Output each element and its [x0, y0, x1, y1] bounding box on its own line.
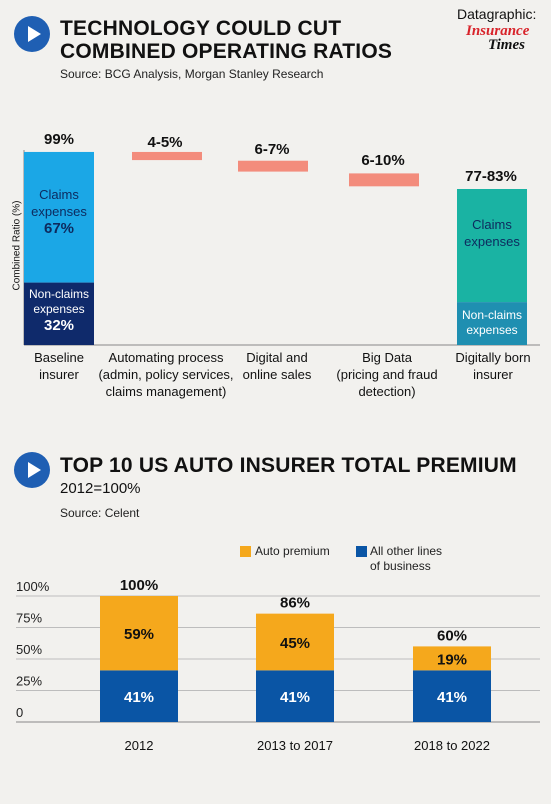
label-big-data: 6-10%: [361, 152, 405, 169]
digital-nonclaims-label: Non-claims expenses: [457, 308, 527, 338]
chart1-svg: [23, 150, 540, 346]
category-digital-born-line2: insurer: [473, 367, 513, 382]
bar-total-label: 60%: [437, 627, 467, 644]
baseline-claims-line2: expenses: [31, 204, 87, 219]
section2-title: TOP 10 US AUTO INSURER TOTAL PREMIUM: [60, 454, 517, 477]
legend-other-line2: of business: [370, 559, 431, 573]
section2-source: Source: Celent: [60, 506, 140, 520]
y-tick-label: 50%: [16, 642, 42, 657]
category-big-data-line1: Big Data: [362, 350, 412, 365]
baseline-nonclaims-line2: expenses: [33, 302, 85, 316]
y-tick-label: 0: [16, 705, 23, 720]
category-automating-line2: (admin, policy services,: [98, 367, 234, 382]
y-tick-label: 75%: [16, 611, 42, 626]
bar-reduction-big-data: [349, 173, 419, 187]
category-digital-sales: Digital and online sales: [232, 349, 322, 383]
baseline-nonclaims-label: Non-claims expenses 32%: [24, 287, 94, 334]
play-icon-2: [14, 452, 50, 488]
bar-digital-claims: [457, 189, 527, 303]
baseline-nonclaims-value: 32%: [43, 317, 75, 334]
category-baseline: Baseline insurer: [14, 349, 104, 383]
bar-other-0: [100, 670, 178, 722]
bar-auto-2: [413, 646, 491, 671]
section1-title-line1: TECHNOLOGY COULD CUT: [60, 17, 342, 40]
chart2: 100% 75% 50% 25% 0 41% 59% 100% 2012 41% 45% 86% 201…: [0, 560, 551, 760]
baseline-claims-label: Claims expenses 67%: [24, 186, 94, 237]
x-category-label: 2013 to 2017: [257, 738, 333, 753]
y-tick-label: 100%: [16, 579, 50, 594]
category-big-data-line2: (pricing and fraud: [336, 367, 438, 382]
chart1: 99% 4-5% 6-7% 6-10% 77-83% Claims expens…: [14, 131, 540, 400]
label-automating: 4-5%: [147, 134, 183, 151]
x-category-label: 2018 to 2022: [414, 738, 490, 753]
digital-claims-line1: Claims: [472, 217, 512, 232]
x-category-label: 2012: [125, 738, 154, 753]
category-automating: Automating process (admin, policy servic…: [95, 349, 237, 400]
label-digital-sales: 6-7%: [254, 141, 290, 158]
bar-total-label: 86%: [280, 595, 310, 612]
bar-baseline-nonclaims: [24, 282, 94, 345]
bar-digital-nonclaims: [457, 302, 527, 345]
bar-baseline-claims: [24, 151, 94, 283]
digital-nonclaims-line2: expenses: [466, 323, 518, 337]
bar-value-label: 41%: [437, 689, 467, 706]
bar-reduction-automating: [132, 151, 202, 161]
category-automating-line1: Automating process: [108, 350, 224, 365]
bar-value-label: 45%: [280, 635, 310, 652]
legend-auto-premium: Auto premium: [255, 544, 330, 558]
bar-value-label: 59%: [124, 626, 154, 643]
digital-nonclaims-line1: Non-claims: [461, 308, 522, 322]
section1-title: TECHNOLOGY COULD CUT COMBINED OPERATING …: [60, 17, 392, 63]
bar-auto-0: [100, 596, 178, 671]
baseline-nonclaims-line1: Non-claims: [28, 287, 89, 301]
digital-claims-line2: expenses: [464, 234, 520, 249]
bar-value-label: 41%: [280, 689, 310, 706]
legend-swatch-auto: [240, 546, 251, 557]
digital-claims-label: Claims expenses: [457, 216, 527, 250]
legend-other-line1: All other lines: [370, 544, 443, 558]
category-baseline-line2: insurer: [39, 367, 79, 382]
bar-auto-1: [256, 613, 334, 671]
category-big-data: Big Data (pricing and fraud detection): [327, 349, 447, 400]
brand-label: Datagraphic:: [457, 6, 537, 22]
bar-value-label: 41%: [124, 689, 154, 706]
bar-other-2: [413, 670, 491, 722]
logo-line2: Times: [488, 37, 525, 53]
y-tick-label: 25%: [16, 674, 42, 689]
legend-swatch-other: [356, 546, 367, 557]
play-icon: [14, 16, 50, 52]
legend-other-lines: All other lines of business: [370, 544, 442, 574]
category-digital-sales-line1: Digital and: [246, 350, 308, 365]
bar-reduction-digital-sales: [238, 160, 308, 172]
bar-other-1: [256, 670, 334, 722]
insurance-times-logo: Insurance Times: [466, 23, 530, 53]
section2-subtitle: 2012=100%: [60, 480, 141, 497]
category-baseline-line1: Baseline: [34, 350, 84, 365]
logo-line1: Insurance: [466, 23, 530, 39]
category-digital-sales-line2: online sales: [242, 367, 312, 382]
bar-value-label: 19%: [437, 651, 467, 668]
baseline-claims-line1: Claims: [39, 187, 79, 202]
bar-total-label: 100%: [120, 577, 158, 594]
category-digital-born: Digitally born insurer: [447, 349, 539, 383]
category-digital-born-line1: Digitally born: [455, 350, 531, 365]
category-automating-line3: claims management): [105, 384, 227, 399]
label-digital-born: 77-83%: [465, 168, 517, 185]
label-baseline-total: 99%: [43, 131, 75, 148]
section1-source: Source: BCG Analysis, Morgan Stanley Res…: [60, 67, 324, 81]
chart2-svg: 100% 75% 50% 25% 0 41% 59% 100% 2012 41% 45% 86% 201…: [16, 577, 540, 753]
baseline-claims-value: 67%: [43, 220, 75, 237]
section1-title-line2: COMBINED OPERATING RATIOS: [60, 40, 393, 63]
category-big-data-line3: detection): [358, 384, 416, 399]
